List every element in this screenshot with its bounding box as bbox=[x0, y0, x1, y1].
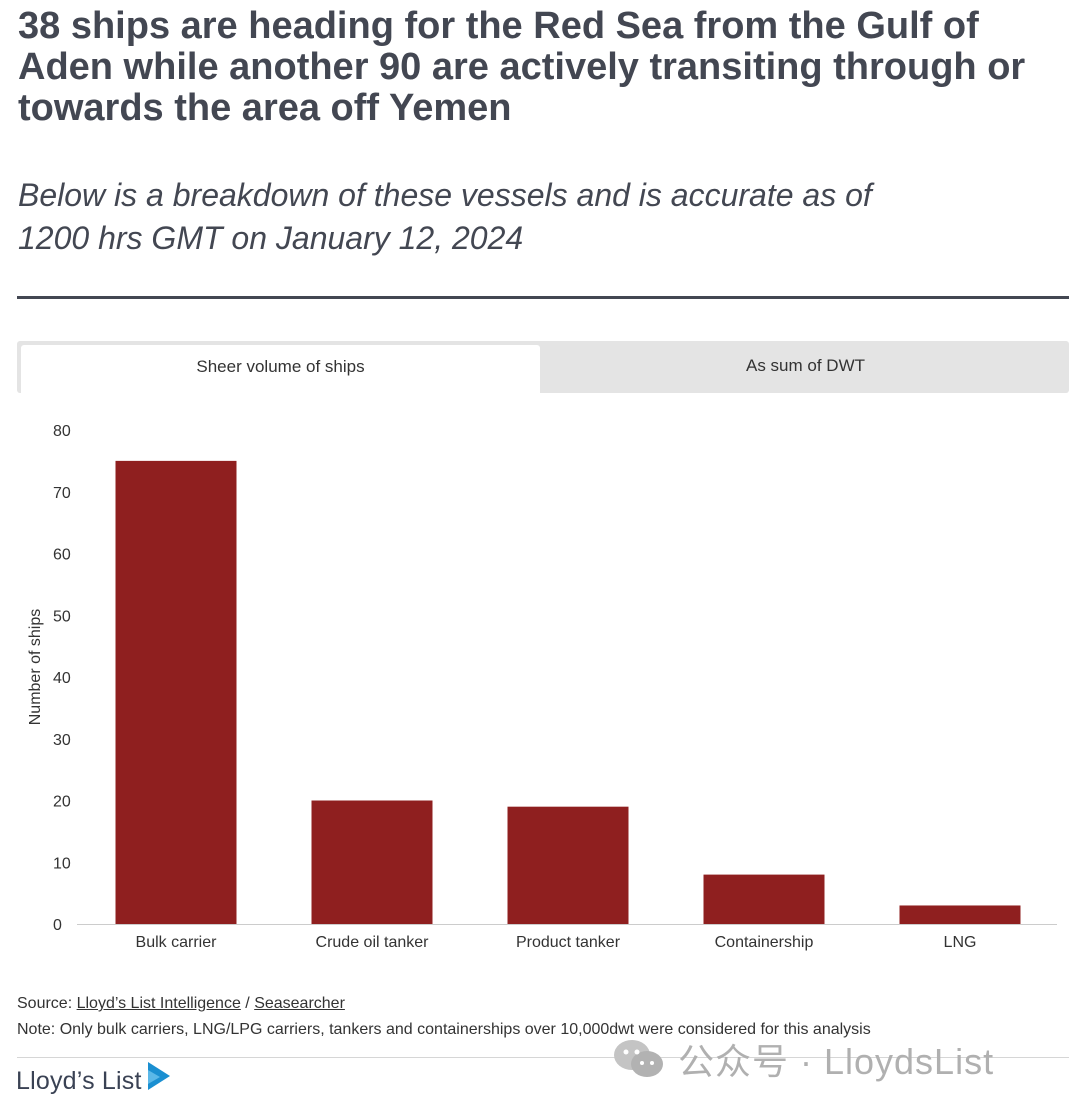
x-tick-label: Product tanker bbox=[516, 934, 621, 951]
bar bbox=[115, 460, 237, 924]
chart-title: 38 ships are heading for the Red Sea fro… bbox=[18, 5, 1026, 129]
y-tick-label: 20 bbox=[53, 794, 71, 811]
x-tick-label: Crude oil tanker bbox=[316, 934, 430, 951]
analysis-note: Note: Only bulk carriers, LNG/LPG carrie… bbox=[17, 1021, 871, 1038]
y-tick-label: 70 bbox=[53, 485, 71, 502]
x-tick-label: Bulk carrier bbox=[136, 934, 218, 951]
source-line: Source: Lloyd’s List Intelligence / Seas… bbox=[17, 995, 345, 1013]
wechat-icon bbox=[614, 1040, 663, 1077]
header-divider bbox=[17, 296, 1069, 299]
y-tick-label: 30 bbox=[53, 732, 71, 749]
logo-text: Lloyd’s List bbox=[16, 1066, 142, 1095]
bar bbox=[899, 905, 1021, 924]
source-prefix: Source: bbox=[17, 995, 77, 1012]
bar-chart-svg: 0 10 20 30 40 50 60 70 80 Number of ships Bulk car… bbox=[27, 423, 1057, 951]
lloyds-list-logo[interactable]: Lloyd’s List bbox=[16, 1062, 172, 1098]
y-tick-label: 50 bbox=[53, 608, 71, 625]
y-tick-label: 10 bbox=[53, 855, 71, 872]
subtitle-line-2: 1200 hrs GMT on January 12, 2024 bbox=[18, 220, 524, 256]
wechat-watermark: 公众号 · LloydsList bbox=[612, 1036, 994, 1082]
logo-play-icon bbox=[147, 1062, 170, 1090]
tab-bar: Sheer volume of ships As sum of DWT bbox=[17, 341, 1069, 393]
bar bbox=[703, 874, 825, 924]
subtitle-line-1: Below is a breakdown of these vessels an… bbox=[18, 177, 872, 213]
y-tick-label: 60 bbox=[53, 547, 71, 564]
source-separator: / bbox=[240, 995, 255, 1012]
footer-divider bbox=[17, 1057, 1069, 1058]
tab-sheer-volume[interactable]: Sheer volume of ships bbox=[21, 345, 540, 393]
tab-sum-dwt[interactable]: As sum of DWT bbox=[745, 356, 865, 375]
source-link-lloyds[interactable]: Lloyd’s List Intelligence bbox=[76, 995, 241, 1012]
watermark-text: 公众号 · LloydsList bbox=[678, 1041, 995, 1082]
bar bbox=[507, 806, 629, 924]
y-axis-label: Number of ships bbox=[27, 609, 44, 726]
bar-chart: 0 10 20 30 40 50 60 70 80 Number of ships Bulk car… bbox=[17, 393, 1069, 973]
y-tick-label: 0 bbox=[53, 917, 62, 934]
y-tick-label: 80 bbox=[53, 423, 71, 440]
x-tick-label: Containership bbox=[715, 934, 814, 951]
chart-subtitle: Below is a breakdown of these vessels an… bbox=[18, 174, 1018, 260]
y-tick-label: 40 bbox=[53, 670, 71, 687]
bar bbox=[311, 800, 433, 924]
x-tick-label: LNG bbox=[944, 934, 977, 951]
source-link-seasearcher[interactable]: Seasearcher bbox=[254, 995, 345, 1012]
